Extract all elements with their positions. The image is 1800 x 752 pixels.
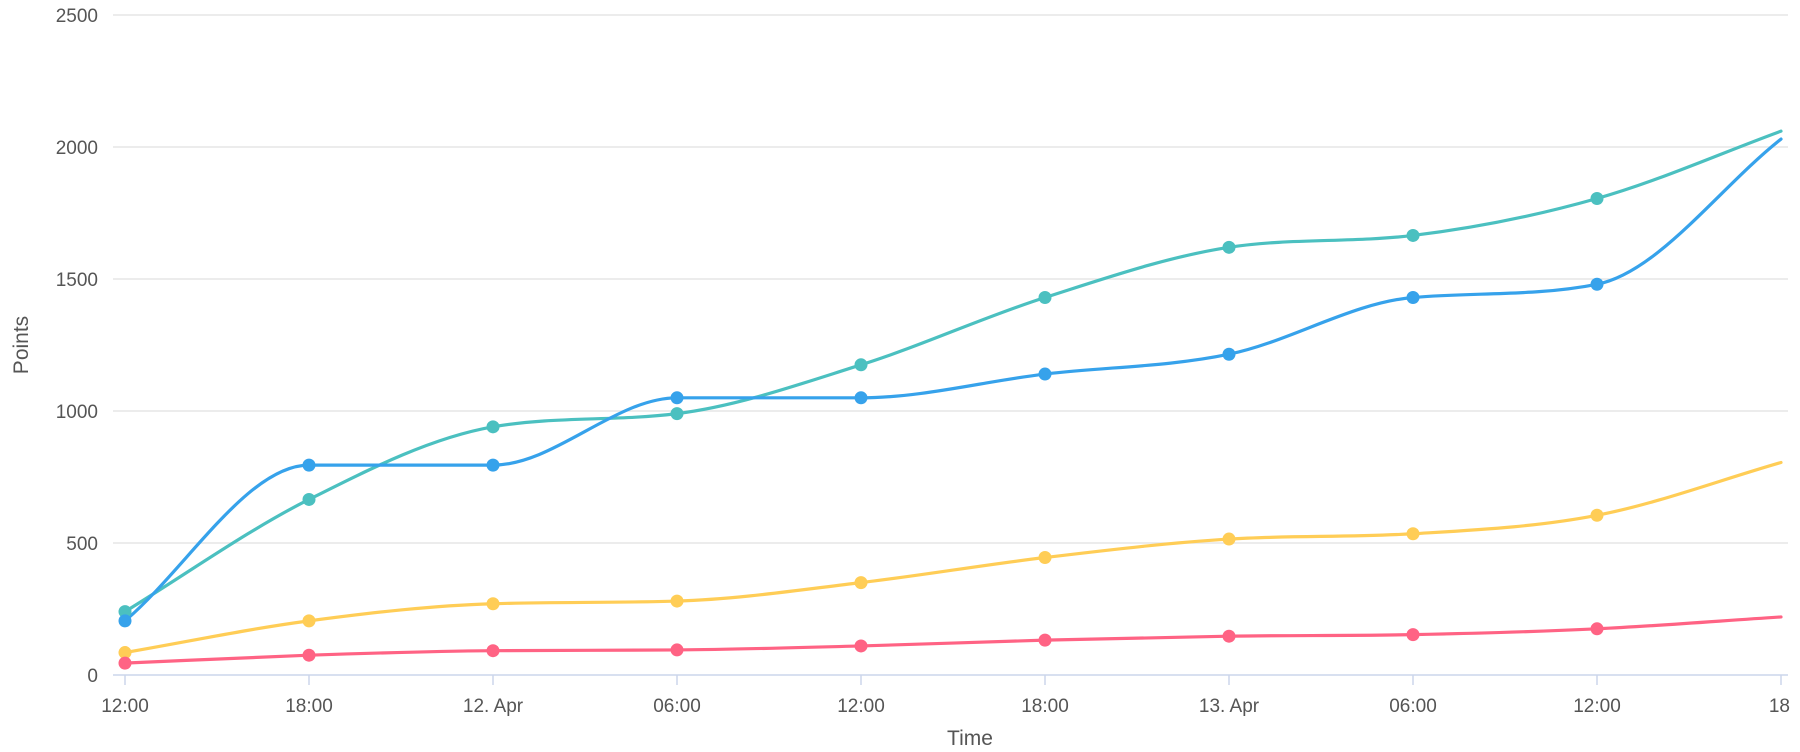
data-point <box>670 594 684 608</box>
data-point <box>118 656 132 670</box>
data-point <box>670 407 684 421</box>
x-axis-title: Time <box>947 727 993 750</box>
x-tick-label: 06:00 <box>653 696 701 717</box>
data-point <box>1590 191 1604 205</box>
x-tick-label: 13. Apr <box>1199 696 1260 717</box>
tick-labels: 0 500 1000 1500 2000 2500 12:00 18:00 12. Apr 06:… <box>56 6 1790 717</box>
data-point <box>302 492 316 506</box>
data-point <box>854 358 868 372</box>
y-tick-label: 0 <box>87 666 98 687</box>
data-points <box>118 191 1604 670</box>
data-point <box>1406 527 1420 541</box>
y-tick-label: 1500 <box>56 270 98 291</box>
data-point <box>1038 633 1052 647</box>
data-point <box>1590 277 1604 291</box>
data-point <box>854 639 868 653</box>
series-lines <box>123 129 1783 665</box>
y-tick-label: 2500 <box>56 6 98 27</box>
x-tick-label: 06:00 <box>1389 696 1437 717</box>
x-tick-label: 12. Apr <box>463 696 524 717</box>
x-axis <box>113 674 1788 685</box>
y-tick-label: 1000 <box>56 402 98 423</box>
data-point <box>854 576 868 590</box>
data-point <box>670 391 684 405</box>
data-point <box>854 391 868 405</box>
data-point <box>486 597 500 611</box>
y-axis-title: Points <box>10 316 33 374</box>
data-point <box>302 648 316 662</box>
data-point <box>1222 240 1236 254</box>
x-tick-label: 12:00 <box>837 696 885 717</box>
data-point <box>118 605 132 619</box>
data-point <box>118 614 132 628</box>
series-line-2 <box>123 137 1783 623</box>
y-tick-label: 500 <box>66 534 98 555</box>
data-point <box>1406 628 1420 642</box>
series-line-3 <box>123 460 1783 655</box>
data-point <box>486 644 500 658</box>
data-point <box>486 458 500 472</box>
data-point <box>1590 622 1604 636</box>
y-tick-label: 2000 <box>56 138 98 159</box>
data-point <box>1038 551 1052 565</box>
series-line-1 <box>123 129 1783 614</box>
grid-lines <box>113 14 1788 544</box>
data-point <box>302 458 316 472</box>
data-point <box>1406 228 1420 242</box>
data-point <box>1038 367 1052 381</box>
x-tick-label: 12:00 <box>101 696 149 717</box>
x-tick-label: 12:00 <box>1573 696 1621 717</box>
data-point <box>1222 532 1236 546</box>
data-point <box>670 643 684 657</box>
data-point <box>118 646 132 660</box>
x-tick-label: 18:00 <box>285 696 333 717</box>
data-point <box>486 420 500 434</box>
data-point <box>1038 290 1052 304</box>
data-point <box>1590 508 1604 522</box>
x-tick-label: 18:00 <box>1021 696 1069 717</box>
data-point <box>1222 629 1236 643</box>
series-line-4 <box>123 615 1783 665</box>
data-point <box>1406 290 1420 304</box>
data-point <box>302 614 316 628</box>
x-tick-label: 18 <box>1769 696 1790 717</box>
data-point <box>1222 347 1236 361</box>
